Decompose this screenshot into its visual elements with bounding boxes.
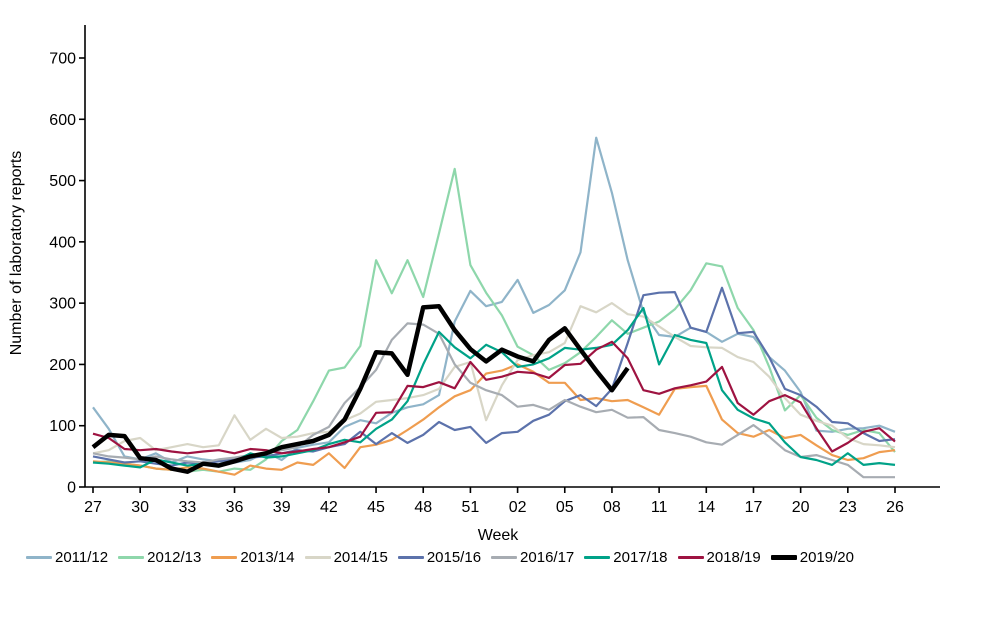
x-tick-label: 23 xyxy=(839,499,857,516)
legend-label: 2017/18 xyxy=(613,549,668,566)
x-tick-label: 14 xyxy=(697,499,715,516)
legend-label: 2016/17 xyxy=(520,549,575,566)
legend-swatch xyxy=(304,556,331,559)
series-line-2013-14 xyxy=(92,363,896,476)
plot-area: 0 100 200 300 400 500 600 700 27 30 33 36 39 42 45 48 51… xyxy=(49,25,940,516)
series-line-2012-13 xyxy=(92,167,896,473)
legend-item-2014-15: 2014/15 xyxy=(304,549,388,566)
legend-swatch xyxy=(491,556,518,559)
y-tick-label: 700 xyxy=(49,51,76,68)
x-tick-label: 51 xyxy=(462,499,480,516)
legend-item-2016-17: 2016/17 xyxy=(491,549,574,566)
x-tick-label: 02 xyxy=(509,499,527,516)
x-tick-label: 36 xyxy=(226,499,244,516)
legend-swatch xyxy=(211,556,238,559)
legend-label: 2011/12 xyxy=(55,549,109,566)
legend-label: 2012/13 xyxy=(147,549,202,566)
x-tick-label: 30 xyxy=(131,499,149,516)
x-tick-label: 05 xyxy=(556,499,574,516)
x-tick-label: 42 xyxy=(320,499,338,516)
y-tick-label: 600 xyxy=(49,112,76,129)
series-line-2015-16 xyxy=(92,286,896,467)
x-tick-label: 45 xyxy=(367,499,385,516)
legend-item-2015-16: 2015/16 xyxy=(397,549,482,566)
x-tick-label: 20 xyxy=(792,499,810,516)
x-tick-label: 17 xyxy=(745,499,763,516)
x-tick-label: 33 xyxy=(178,499,196,516)
x-tick-label: 11 xyxy=(651,499,668,516)
y-tick-label: 0 xyxy=(67,480,76,497)
series-line-2018-19 xyxy=(92,340,896,455)
y-tick-label: 500 xyxy=(49,173,76,190)
series-line-2017-18 xyxy=(92,306,896,469)
y-tick-label: 100 xyxy=(49,418,76,435)
legend-swatch xyxy=(677,556,704,559)
series-line-2019-20 xyxy=(91,303,630,474)
x-tick-label: 48 xyxy=(414,499,432,516)
y-tick-label: 200 xyxy=(49,357,76,374)
legend-swatch xyxy=(770,555,797,560)
x-axis-title: Week xyxy=(477,527,519,544)
legend-swatch xyxy=(397,556,424,559)
legend-swatch xyxy=(26,556,52,559)
legend-label: 2014/15 xyxy=(333,549,388,566)
legend-label: 2013/14 xyxy=(240,549,295,566)
legend-item-2018-19: 2018/19 xyxy=(677,549,761,566)
legend-item-2012-13: 2012/13 xyxy=(118,549,201,566)
legend-item-2013-14: 2013/14 xyxy=(211,549,295,566)
legend: 2011/12 2012/13 2013/14 2014/15 2015/16 2016/… xyxy=(26,549,854,566)
series-line-2011-12 xyxy=(92,136,896,464)
x-tick-label: 08 xyxy=(603,499,621,516)
legend-item-2019-20: 2019/20 xyxy=(770,549,854,566)
legend-swatch xyxy=(118,556,145,559)
y-tick-label: 300 xyxy=(49,296,76,313)
y-tick-label: 400 xyxy=(49,234,76,251)
legend-label: 2015/16 xyxy=(426,549,482,566)
series-line-2014-15 xyxy=(92,302,896,455)
legend-item-2011-12: 2011/12 xyxy=(26,549,108,566)
x-tick-label: 39 xyxy=(273,499,291,516)
series-line-2016-17 xyxy=(92,322,895,479)
legend-label: 2018/19 xyxy=(706,549,761,566)
legend-item-2017-18: 2017/18 xyxy=(584,549,668,566)
x-tick-label: 26 xyxy=(886,499,904,516)
x-tick-label: 27 xyxy=(84,499,102,516)
legend-swatch xyxy=(584,556,611,559)
legend-label: 2019/20 xyxy=(799,549,854,566)
